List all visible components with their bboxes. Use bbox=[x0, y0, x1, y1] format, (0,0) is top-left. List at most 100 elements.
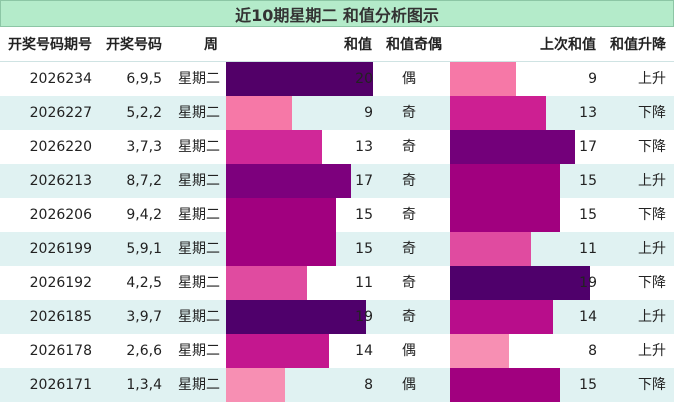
trend-cell: 上升 bbox=[638, 343, 666, 359]
issue-cell: 2026178 bbox=[29, 343, 92, 359]
prev-sum-cell: 15 bbox=[579, 207, 597, 223]
odd-even-cell: 奇 bbox=[402, 173, 416, 189]
header-prev-sum: 上次和值 bbox=[540, 37, 596, 53]
sum-bar bbox=[226, 96, 292, 130]
issue-cell: 2026192 bbox=[29, 275, 92, 291]
prev-sum-bar bbox=[450, 266, 590, 300]
trend-cell: 下降 bbox=[638, 105, 666, 121]
sum-cell: 15 bbox=[355, 207, 373, 223]
odd-even-cell: 奇 bbox=[402, 275, 416, 291]
issue-cell: 2026185 bbox=[29, 309, 92, 325]
weekday-cell: 星期二 bbox=[178, 173, 220, 189]
prev-sum-bar bbox=[450, 300, 553, 334]
prev-sum-cell: 11 bbox=[579, 241, 597, 257]
prev-sum-bar bbox=[450, 232, 531, 266]
prev-sum-cell: 17 bbox=[579, 139, 597, 155]
issue-cell: 2026234 bbox=[29, 71, 92, 87]
numbers-cell: 6,9,5 bbox=[126, 71, 162, 87]
numbers-cell: 5,9,1 bbox=[126, 241, 162, 257]
sum-cell: 11 bbox=[355, 275, 373, 291]
prev-sum-bar bbox=[450, 62, 516, 96]
prev-sum-bar bbox=[450, 334, 509, 368]
header-trend: 和值升降 bbox=[610, 37, 666, 53]
prev-sum-cell: 13 bbox=[579, 105, 597, 121]
sum-cell: 9 bbox=[364, 105, 373, 121]
odd-even-cell: 偶 bbox=[402, 377, 416, 393]
weekday-cell: 星期二 bbox=[178, 275, 220, 291]
weekday-cell: 星期二 bbox=[178, 207, 220, 223]
prev-sum-bar bbox=[450, 96, 546, 130]
odd-even-cell: 奇 bbox=[402, 309, 416, 325]
issue-cell: 2026199 bbox=[29, 241, 92, 257]
prev-sum-bar bbox=[450, 130, 575, 164]
sum-bar bbox=[226, 266, 307, 300]
weekday-cell: 星期二 bbox=[178, 139, 220, 155]
table-row: 2026185 3,9,7 星期二 19 奇 14 上升 bbox=[0, 300, 674, 334]
trend-cell: 下降 bbox=[638, 139, 666, 155]
sum-cell: 19 bbox=[355, 309, 373, 325]
trend-cell: 上升 bbox=[638, 71, 666, 87]
trend-cell: 上升 bbox=[638, 241, 666, 257]
issue-cell: 2026206 bbox=[29, 207, 92, 223]
table-row: 2026171 1,3,4 星期二 8 偶 15 下降 bbox=[0, 368, 674, 402]
prev-sum-bar bbox=[450, 368, 560, 402]
weekday-cell: 星期二 bbox=[178, 309, 220, 325]
prev-sum-cell: 9 bbox=[588, 71, 597, 87]
chart-title: 近10期星期二 和值分析图示 bbox=[0, 0, 674, 27]
issue-cell: 2026220 bbox=[29, 139, 92, 155]
sum-cell: 20 bbox=[355, 71, 373, 87]
table-row: 2026234 6,9,5 星期二 20 偶 9 上升 bbox=[0, 62, 674, 96]
sum-bar bbox=[226, 300, 366, 334]
odd-even-cell: 奇 bbox=[402, 105, 416, 121]
weekday-cell: 星期二 bbox=[178, 241, 220, 257]
numbers-cell: 4,2,5 bbox=[126, 275, 162, 291]
header-sum: 和值 bbox=[344, 37, 372, 53]
numbers-cell: 3,9,7 bbox=[126, 309, 162, 325]
prev-sum-cell: 15 bbox=[579, 377, 597, 393]
header-numbers: 开奖号码 bbox=[106, 37, 162, 53]
trend-cell: 上升 bbox=[638, 173, 666, 189]
trend-cell: 上升 bbox=[638, 309, 666, 325]
weekday-cell: 星期二 bbox=[178, 105, 220, 121]
sum-cell: 14 bbox=[355, 343, 373, 359]
prev-sum-cell: 15 bbox=[579, 173, 597, 189]
table-row: 2026199 5,9,1 星期二 15 奇 11 上升 bbox=[0, 232, 674, 266]
table-row: 2026192 4,2,5 星期二 11 奇 19 下降 bbox=[0, 266, 674, 300]
weekday-cell: 星期二 bbox=[178, 377, 220, 393]
prev-sum-cell: 8 bbox=[588, 343, 597, 359]
numbers-cell: 1,3,4 bbox=[126, 377, 162, 393]
sum-bar bbox=[226, 62, 373, 96]
numbers-cell: 5,2,2 bbox=[126, 105, 162, 121]
header-weekday: 周 bbox=[204, 37, 218, 53]
odd-even-cell: 偶 bbox=[402, 343, 416, 359]
sum-bar bbox=[226, 130, 322, 164]
prev-sum-bar bbox=[450, 198, 560, 232]
header-issue: 开奖号码期号 bbox=[8, 37, 92, 53]
weekday-cell: 星期二 bbox=[178, 343, 220, 359]
prev-sum-cell: 19 bbox=[579, 275, 597, 291]
weekday-cell: 星期二 bbox=[178, 71, 220, 87]
numbers-cell: 8,7,2 bbox=[126, 173, 162, 189]
sum-bar bbox=[226, 334, 329, 368]
table-row: 2026227 5,2,2 星期二 9 奇 13 下降 bbox=[0, 96, 674, 130]
issue-cell: 2026227 bbox=[29, 105, 92, 121]
table-row: 2026220 3,7,3 星期二 13 奇 17 下降 bbox=[0, 130, 674, 164]
numbers-cell: 3,7,3 bbox=[126, 139, 162, 155]
sum-bar bbox=[226, 232, 336, 266]
prev-sum-cell: 14 bbox=[579, 309, 597, 325]
trend-cell: 下降 bbox=[638, 275, 666, 291]
sum-cell: 17 bbox=[355, 173, 373, 189]
issue-cell: 2026171 bbox=[29, 377, 92, 393]
prev-sum-bar bbox=[450, 164, 560, 198]
numbers-cell: 2,6,6 bbox=[126, 343, 162, 359]
table-row: 2026213 8,7,2 星期二 17 奇 15 上升 bbox=[0, 164, 674, 198]
odd-even-cell: 奇 bbox=[402, 207, 416, 223]
issue-cell: 2026213 bbox=[29, 173, 92, 189]
sum-cell: 15 bbox=[355, 241, 373, 257]
trend-cell: 下降 bbox=[638, 207, 666, 223]
sum-cell: 13 bbox=[355, 139, 373, 155]
odd-even-cell: 奇 bbox=[402, 241, 416, 257]
sum-bar bbox=[226, 164, 351, 198]
odd-even-cell: 偶 bbox=[402, 71, 416, 87]
